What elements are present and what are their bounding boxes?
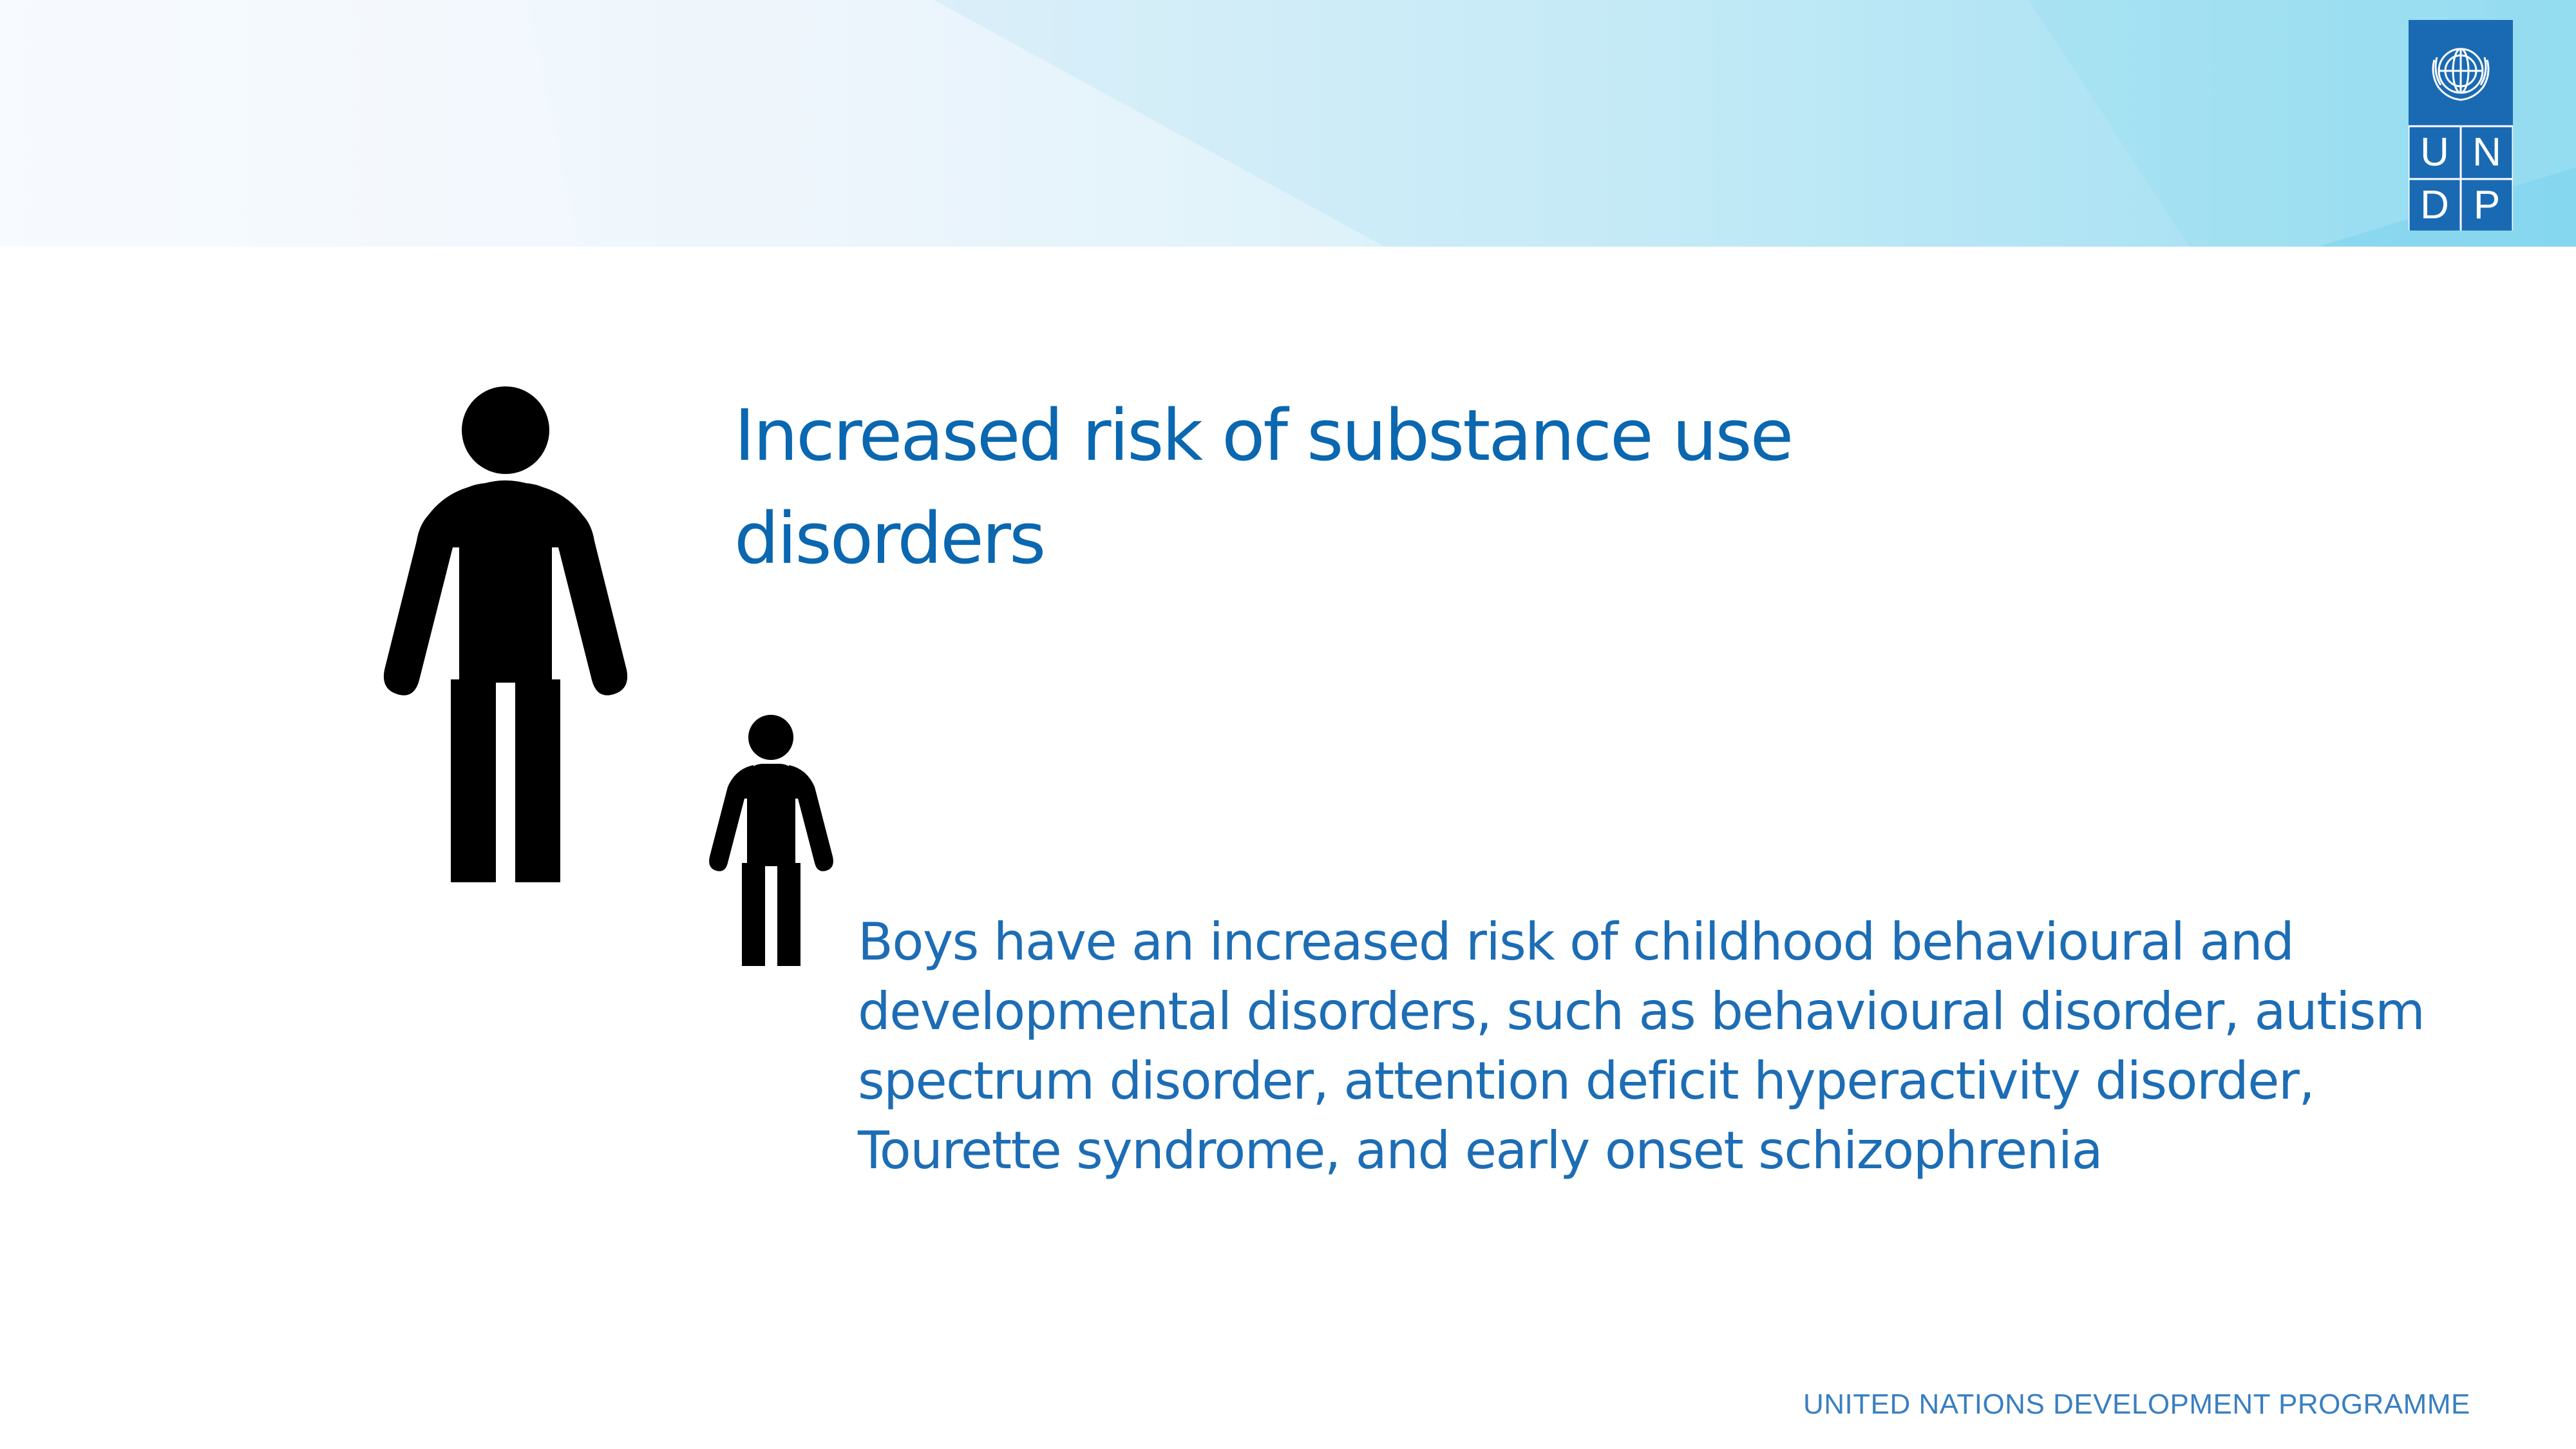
header-banner bbox=[0, 0, 2576, 247]
undp-logo: U N D P bbox=[2409, 20, 2513, 231]
child-person-icon bbox=[708, 715, 834, 966]
body-text: Boys have an increased risk of childhood… bbox=[858, 907, 2532, 1186]
logo-letter-u: U bbox=[2420, 130, 2449, 175]
headline: Increased risk of substance use disorder… bbox=[734, 384, 1958, 590]
logo-letter-p: P bbox=[2474, 183, 2500, 227]
adult-person-icon bbox=[383, 386, 628, 882]
logo-letter-d: D bbox=[2420, 183, 2449, 227]
footer-organization: UNITED NATIONS DEVELOPMENT PROGRAMME bbox=[1803, 1387, 2467, 1423]
logo-letter-n: N bbox=[2472, 130, 2501, 175]
